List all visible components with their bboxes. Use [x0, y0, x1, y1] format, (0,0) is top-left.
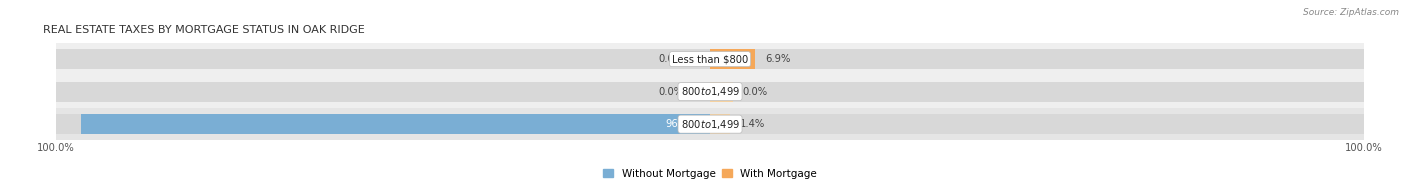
Bar [56, 75, 1364, 108]
Bar [56, 49, 710, 69]
Bar [56, 114, 710, 134]
Bar [710, 49, 755, 69]
Text: $800 to $1,499: $800 to $1,499 [681, 118, 740, 131]
Text: 1.4%: 1.4% [740, 119, 765, 129]
Bar [56, 43, 1364, 75]
Bar [82, 114, 710, 134]
Bar [710, 82, 1364, 102]
Text: 0.0%: 0.0% [659, 54, 683, 64]
Text: $800 to $1,499: $800 to $1,499 [681, 85, 740, 98]
Text: 0.0%: 0.0% [659, 87, 683, 97]
Text: Less than $800: Less than $800 [672, 54, 748, 64]
Bar [710, 114, 1364, 134]
Bar [56, 82, 710, 102]
Text: 0.0%: 0.0% [742, 87, 768, 97]
Bar [56, 108, 1364, 140]
Bar [710, 82, 733, 102]
Text: Source: ZipAtlas.com: Source: ZipAtlas.com [1303, 8, 1399, 17]
Legend: Without Mortgage, With Mortgage: Without Mortgage, With Mortgage [603, 169, 817, 179]
Text: 6.9%: 6.9% [765, 54, 790, 64]
Text: REAL ESTATE TAXES BY MORTGAGE STATUS IN OAK RIDGE: REAL ESTATE TAXES BY MORTGAGE STATUS IN … [44, 25, 366, 35]
Text: 96.2%: 96.2% [665, 119, 697, 129]
Bar [710, 49, 1364, 69]
Bar [710, 114, 730, 134]
